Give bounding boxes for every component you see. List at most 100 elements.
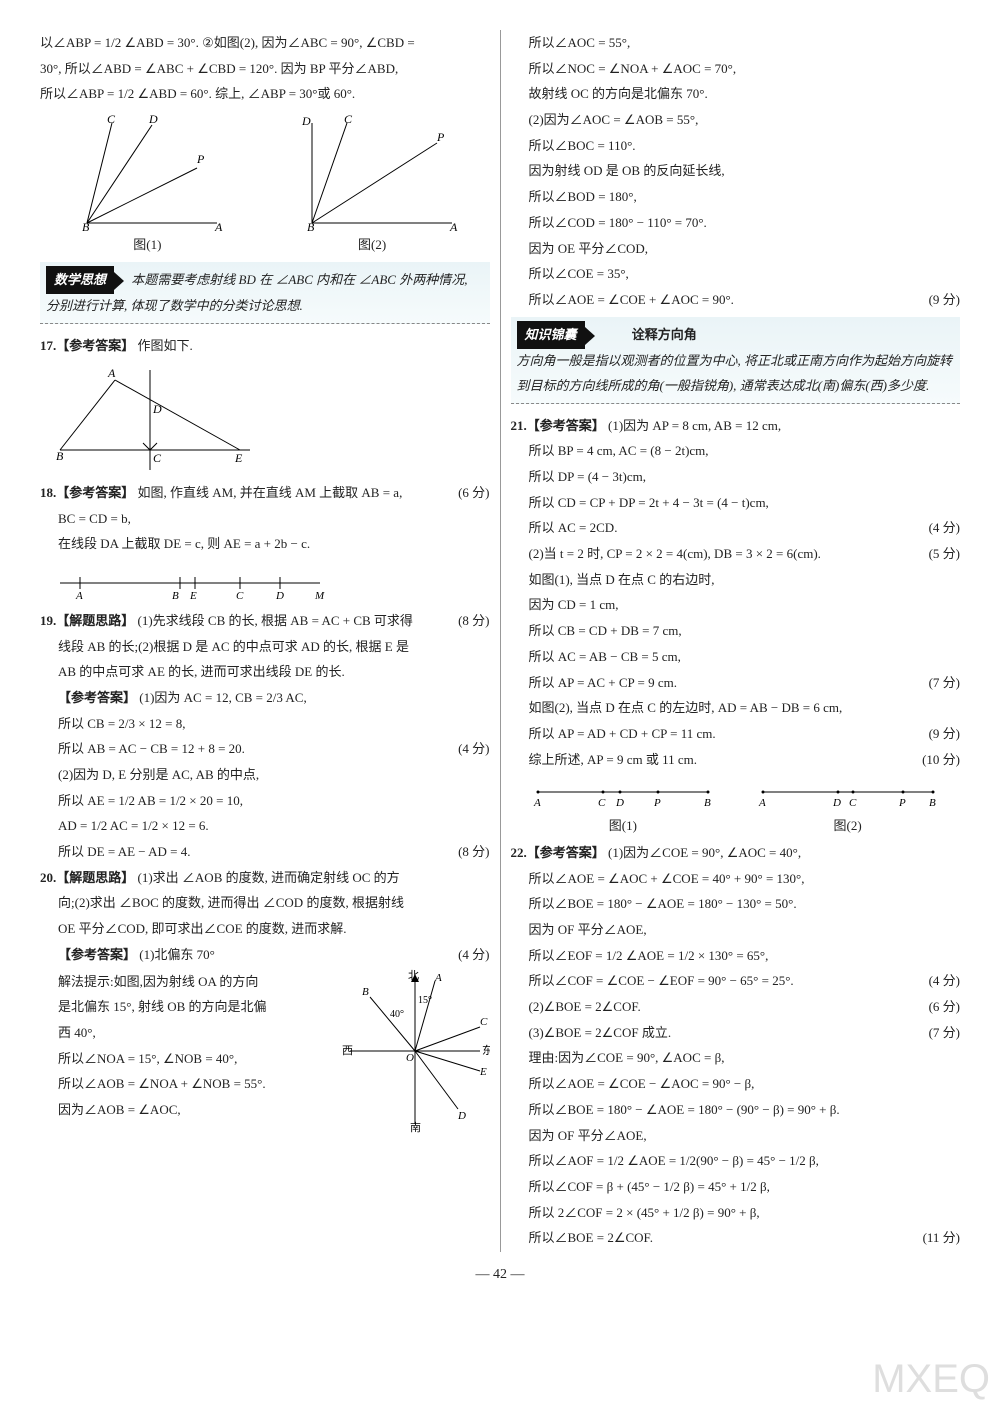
score: (9 分) xyxy=(929,288,960,313)
svg-text:40°: 40° xyxy=(390,1009,404,1020)
text: (1)因为∠COE = 90°, ∠AOC = 40°, xyxy=(608,845,801,860)
svg-text:P: P xyxy=(898,797,906,809)
text-line: 以∠ABP = 1/2 ∠ABD = 30°. ②如图(2), 因为∠ABC =… xyxy=(40,31,490,56)
svg-text:C: C xyxy=(480,1016,488,1028)
text-line: 所以 AC = 2CD.(4 分) xyxy=(511,516,961,541)
svg-text:C: C xyxy=(153,451,162,465)
score: (4 分) xyxy=(458,943,489,968)
svg-text:B: B xyxy=(362,986,369,998)
text: (3)∠BOE = 2∠COF 成立. xyxy=(529,1025,672,1040)
text-line: 30°, 所以∠ABD = ∠ABC + ∠CBD = 120°. 因为 BP … xyxy=(40,57,490,82)
figure-q18: A B E C D M xyxy=(40,563,490,603)
q19-ans: 【参考答案】 (1)因为 AC = 12, CB = 2/3 AC, xyxy=(40,686,490,711)
answer-text: 作图如下. xyxy=(138,338,193,353)
text-line: 所以 CB = CD + DB = 7 cm, xyxy=(511,619,961,644)
svg-text:西: 西 xyxy=(342,1045,353,1057)
text-line: (3)∠BOE = 2∠COF 成立.(7 分) xyxy=(511,1021,961,1046)
score: (9 分) xyxy=(929,722,960,747)
text-line: 因为 OF 平分∠AOE, xyxy=(511,1124,961,1149)
svg-text:15°: 15° xyxy=(418,995,432,1006)
text: 所以 AB = AC − CB = 12 + 8 = 20. xyxy=(58,741,245,756)
text-line: 因为 OE 平分∠COD, xyxy=(511,237,961,262)
text-line: 西 40°, xyxy=(40,1021,334,1046)
svg-text:C: C xyxy=(236,590,244,602)
figure-caption: 图(2) xyxy=(282,233,462,258)
text-line: 所以∠BOC = 110°. xyxy=(511,134,961,159)
svg-text:B: B xyxy=(704,797,711,809)
figure-caption: 图(1) xyxy=(528,814,718,839)
text-line: 所以∠BOE = 180° − ∠AOE = 180° − 130° = 50°… xyxy=(511,892,961,917)
q22: 22.【参考答案】 (1)因为∠COE = 90°, ∠AOC = 40°, xyxy=(511,841,961,866)
text: 所以 AC = 2CD. xyxy=(529,520,618,535)
svg-text:M: M xyxy=(314,590,325,602)
q20-ans: 【参考答案】 (1)北偏东 70° (4 分) xyxy=(40,943,490,968)
text-line: 所以∠EOF = 1/2 ∠AOE = 1/2 × 130° = 65°, xyxy=(511,944,961,969)
q20-body-with-figure: 解法提示:如图,因为射线 OA 的方向 是北偏东 15°, 射线 OB 的方向是… xyxy=(40,969,490,1134)
box-subtitle: 诠释方向角 xyxy=(632,327,697,342)
watermark: MXEQ xyxy=(872,1341,990,1417)
text-line: 在线段 DA 上截取 DE = c, 则 AE = a + 2b − c. xyxy=(40,532,490,557)
text-line: 因为射线 OD 是 OB 的反向延长线, xyxy=(511,159,961,184)
score: (4 分) xyxy=(929,969,960,994)
text-line: 所以∠AOC = 55°, xyxy=(511,31,961,56)
figure-2: B A D C P 图(2) xyxy=(282,113,462,258)
q19-line: 19.【解题思路】 (1)先求线段 CB 的长, 根据 AB = AC + CB… xyxy=(40,609,490,634)
text-line: 所以∠COF = β + (45° − 1/2 β) = 45° + 1/2 β… xyxy=(511,1175,961,1200)
svg-text:P: P xyxy=(196,152,205,166)
svg-text:C: C xyxy=(344,113,353,126)
figure-caption: 图(2) xyxy=(753,814,943,839)
page-number: 42 xyxy=(40,1262,960,1289)
svg-text:A: A xyxy=(214,220,223,233)
svg-text:C: C xyxy=(598,797,606,809)
text-line: 所以 AC = AB − CB = 5 cm, xyxy=(511,645,961,670)
text-line: 所以 CB = 2/3 × 12 = 8, xyxy=(40,712,490,737)
q21: 21.【参考答案】 (1)因为 AP = 8 cm, AB = 12 cm, xyxy=(511,414,961,439)
text-line: 所以 AP = AD + CD + CP = 11 cm. (9 分) xyxy=(511,722,961,747)
svg-text:A: A xyxy=(758,797,766,809)
text-line: 所以∠NOC = ∠NOA + ∠AOC = 70°, xyxy=(511,57,961,82)
svg-text:A: A xyxy=(533,797,541,809)
figure-1: B A C D P 图(1) xyxy=(67,113,227,258)
text-line: 故射线 OC 的方向是北偏东 70°. xyxy=(511,82,961,107)
figure-q21-2: A D C P B 图(2) xyxy=(753,778,943,839)
text-line: 所以∠COE = 35°, xyxy=(511,262,961,287)
text-line: AB 的中点可求 AE 的长, 进而可求出线段 DE 的长. xyxy=(40,660,490,685)
svg-text:P: P xyxy=(436,130,445,144)
svg-text:D: D xyxy=(152,402,162,416)
text-line: 所以 DE = AE − AD = 4. (8 分) xyxy=(40,840,490,865)
question-label: 18.【参考答案】 xyxy=(40,485,134,500)
q21-figures: A C D P B 图(1) A D C P B 图(2) xyxy=(511,778,961,839)
text: 所以 DE = AE − AD = 4. xyxy=(58,844,191,859)
score: (10 分) xyxy=(922,748,960,773)
svg-text:O: O xyxy=(406,1052,414,1064)
score: (8 分) xyxy=(458,840,489,865)
text-line: 所以∠ABP = 1/2 ∠ABD = 60°. 综上, ∠ABP = 30°或… xyxy=(40,82,490,107)
text-line: (2)因为∠AOC = ∠AOB = 55°, xyxy=(511,108,961,133)
answer-label: 【参考答案】 xyxy=(58,947,136,962)
text-line: 综上所述, AP = 9 cm 或 11 cm.(10 分) xyxy=(511,748,961,773)
arrow-icon xyxy=(114,272,124,290)
compass-figure: 南 北 西 东 A B C E D O 15° 40° xyxy=(340,969,490,1134)
text-line: 如图(1), 当点 D 在点 C 的右边时, xyxy=(511,568,961,593)
text: (1)因为 AP = 8 cm, AB = 12 cm, xyxy=(608,418,781,433)
text: (2)∠BOE = 2∠COF. xyxy=(529,999,641,1014)
text: 所以 AP = AD + CD + CP = 11 cm. xyxy=(529,726,716,741)
text-line: 所以 AP = AC + CP = 9 cm.(7 分) xyxy=(511,671,961,696)
text-line: 所以∠NOA = 15°, ∠NOB = 40°, xyxy=(40,1047,334,1072)
svg-text:D: D xyxy=(275,590,284,602)
figure-caption: 图(1) xyxy=(67,233,227,258)
text-line: (2)因为 D, E 分别是 AC, AB 的中点, xyxy=(40,763,490,788)
text-line: 所以 BP = 4 cm, AC = (8 − 2t)cm, xyxy=(511,439,961,464)
score: (11 分) xyxy=(923,1226,960,1251)
score: (6 分) xyxy=(458,481,489,506)
text-line: 所以 AB = AC − CB = 12 + 8 = 20.(4 分) xyxy=(40,737,490,762)
text: (2)当 t = 2 时, CP = 2 × 2 = 4(cm), DB = 3… xyxy=(529,546,821,561)
text-line: 是北偏东 15°, 射线 OB 的方向是北偏 xyxy=(40,995,334,1020)
text-line: 因为 OF 平分∠AOE, xyxy=(511,918,961,943)
question-label: 21.【参考答案】 xyxy=(511,418,605,433)
svg-text:东: 东 xyxy=(482,1044,490,1057)
svg-text:B: B xyxy=(307,220,315,233)
q17: 17.【参考答案】 作图如下. xyxy=(40,334,490,359)
text-line: BC = CD = b, xyxy=(40,507,490,532)
svg-text:A: A xyxy=(449,220,458,233)
